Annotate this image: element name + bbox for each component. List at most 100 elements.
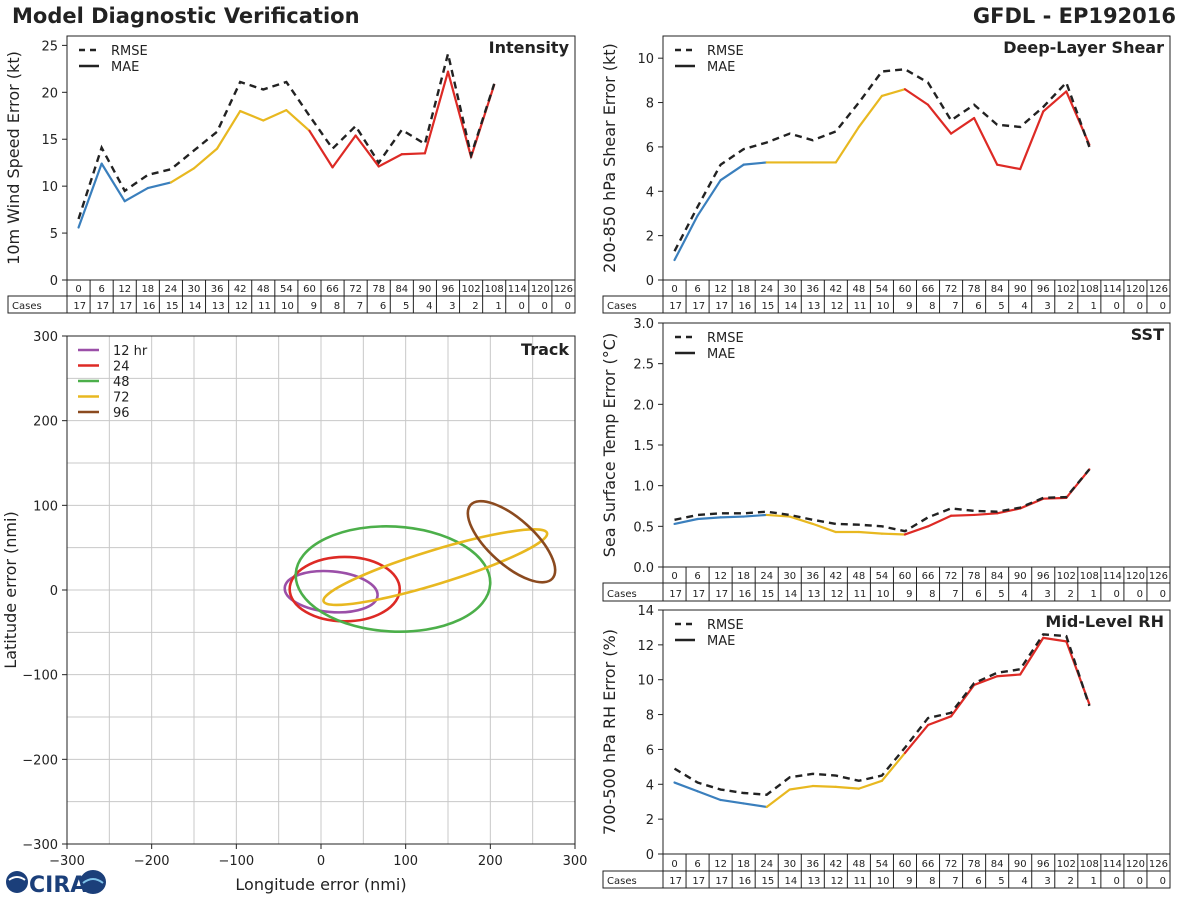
hour-cell: 6 [694, 571, 700, 582]
hour-cell: 120 [531, 284, 550, 295]
hour-cell: 36 [806, 571, 819, 582]
legend-label: 96 [113, 406, 130, 421]
hour-cell: 24 [760, 859, 773, 870]
track-ellipse-24 [288, 555, 402, 623]
y-tick-label: 0.5 [633, 520, 654, 535]
y-tick-label: 0 [646, 848, 654, 863]
mae-segment [926, 514, 953, 528]
cases-cell: 7 [952, 876, 958, 887]
mae-segment [77, 162, 103, 229]
x-tick-label: 100 [393, 854, 418, 869]
hour-cell: 0 [75, 284, 81, 295]
cases-cell: 1 [1090, 876, 1096, 887]
mae-segment [834, 125, 860, 164]
mae-segment [903, 525, 930, 536]
y-tick-label: 6 [646, 141, 654, 156]
legend-mae-label: MAE [707, 634, 735, 649]
mae-segment [926, 103, 953, 135]
hour-cell: 90 [1014, 859, 1027, 870]
mae-segment [949, 116, 976, 135]
page-title: Model Diagnostic Verification [12, 4, 360, 28]
legend-label: 72 [113, 391, 130, 406]
y-tick-label: 3.0 [633, 317, 654, 332]
hour-cell: 48 [257, 284, 270, 295]
cases-cell: 7 [952, 301, 958, 312]
mae-segment [696, 179, 722, 217]
cases-cell: 12 [831, 301, 844, 312]
cases-cell: 3 [449, 301, 455, 312]
legend-rmse-label: RMSE [111, 44, 148, 59]
mae-segment [742, 802, 768, 809]
y-tick-label: 2 [646, 813, 654, 828]
hour-cell: 18 [737, 571, 750, 582]
cira-logo-text: CIRA [29, 873, 87, 898]
track-xlabel: Longitude error (nmi) [235, 875, 406, 894]
cases-cell: 17 [669, 301, 682, 312]
mae-segment [765, 513, 791, 518]
legend-mae-label: MAE [111, 60, 139, 75]
y-tick-label: 2 [646, 230, 654, 245]
rh-ylabel: 700-500 hPa RH Error (%) [600, 629, 619, 835]
track-ellipse-12-hr [283, 569, 379, 614]
mae-segment [926, 715, 953, 727]
y-tick-label: 300 [33, 330, 58, 345]
cases-cell: 0 [1137, 301, 1143, 312]
cases-cell: 17 [715, 876, 728, 887]
hour-cell: 60 [303, 284, 316, 295]
rmse-line [673, 633, 1091, 796]
cases-cell: 9 [311, 301, 317, 312]
intensity-plot-frame [66, 35, 576, 281]
x-tick-label: −300 [49, 854, 85, 869]
y-tick-label: 0.0 [633, 561, 654, 576]
shear-title: Deep-Layer Shear [1003, 38, 1164, 57]
hour-cell: 114 [508, 284, 527, 295]
mae-segment [215, 109, 242, 150]
hour-cell: 42 [829, 859, 842, 870]
cases-cell: 9 [906, 876, 912, 887]
hour-cell: 36 [806, 284, 819, 295]
hour-cell: 72 [945, 571, 958, 582]
mae-segment [377, 153, 403, 168]
mae-segment [973, 512, 999, 517]
storm-id: GFDL - EP192016 [972, 4, 1176, 28]
mae-segment [788, 515, 814, 525]
hour-cell: 66 [326, 284, 339, 295]
hour-cell: 30 [783, 284, 796, 295]
cases-cell: 8 [334, 301, 340, 312]
cases-cell: 12 [235, 301, 248, 312]
y-tick-label: −300 [22, 838, 58, 853]
hour-cell: 90 [1014, 571, 1027, 582]
mae-segment [696, 790, 722, 802]
x-tick-label: 0 [317, 854, 325, 869]
cases-cell: 17 [715, 301, 728, 312]
cases-cell: 14 [785, 589, 798, 600]
hour-cell: 6 [694, 284, 700, 295]
cases-cell: 0 [518, 301, 524, 312]
cases-cell: 11 [258, 301, 271, 312]
cases-cell: 8 [929, 301, 935, 312]
hour-cell: 0 [671, 859, 677, 870]
cases-cell: 1 [1090, 301, 1096, 312]
hour-cell: 54 [280, 284, 293, 295]
cases-cell: 15 [761, 301, 774, 312]
cases-cell: 2 [472, 301, 478, 312]
hour-cell: 126 [1149, 859, 1168, 870]
legend-rmse-label: RMSE [707, 44, 744, 59]
y-tick-label: 0 [646, 274, 654, 289]
cases-label: Cases [607, 589, 637, 600]
hour-cell: 0 [671, 571, 677, 582]
cases-cell: 17 [73, 301, 86, 312]
shear-plot-frame [662, 35, 1171, 281]
cases-cell: 17 [669, 589, 682, 600]
cases-label: Cases [607, 301, 637, 312]
mae-segment [949, 683, 976, 718]
mae-segment [788, 784, 814, 791]
hour-cell: 108 [1080, 284, 1099, 295]
y-tick-label: 10 [637, 674, 654, 689]
cases-cell: 5 [998, 876, 1004, 887]
mae-segment [857, 530, 884, 535]
